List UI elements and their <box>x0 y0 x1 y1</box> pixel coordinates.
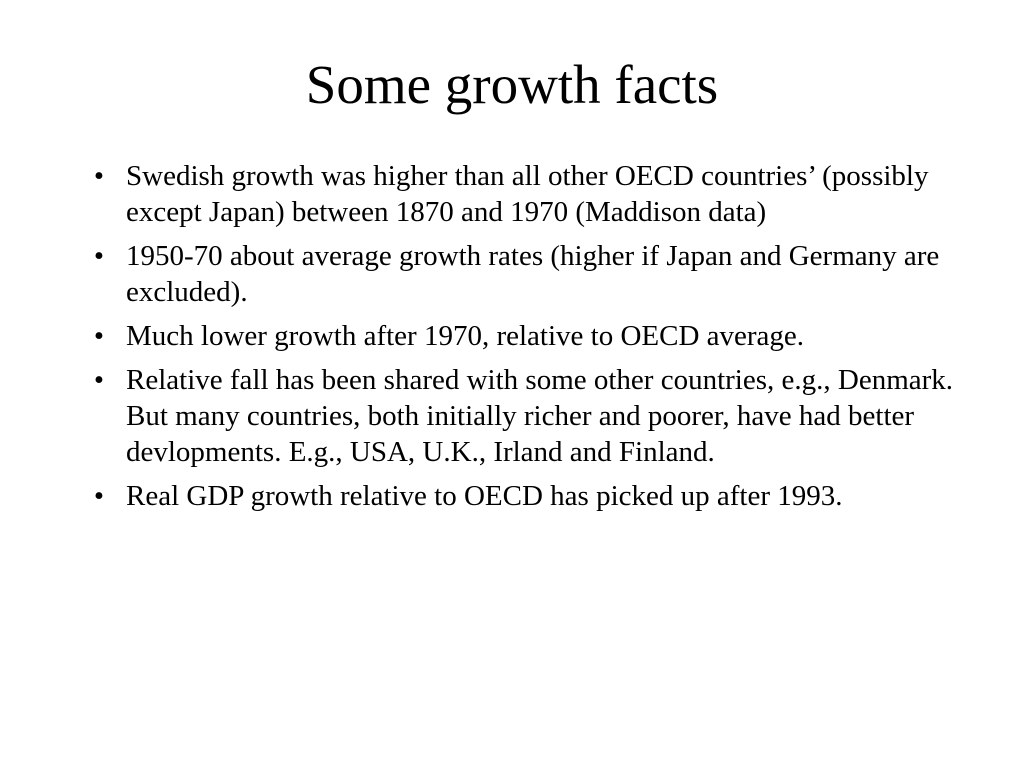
bullet-list: • Swedish growth was higher than all oth… <box>84 158 954 522</box>
bullet-item: • Real GDP growth relative to OECD has p… <box>84 478 954 514</box>
bullet-item: • Relative fall has been shared with som… <box>84 362 954 470</box>
bullet-text: Much lower growth after 1970, relative t… <box>126 320 805 352</box>
bullet-item: • Swedish growth was higher than all oth… <box>84 158 954 230</box>
bullet-text: Swedish growth was higher than all other… <box>126 160 929 228</box>
bullet-icon: • <box>93 320 105 352</box>
bullet-icon: • <box>93 364 105 396</box>
bullet-text: Real GDP growth relative to OECD has pic… <box>126 480 843 512</box>
bullet-item: • Much lower growth after 1970, relative… <box>84 318 954 354</box>
slide-title: Some growth facts <box>305 54 719 115</box>
bullet-icon: • <box>93 240 105 272</box>
bullet-text: Relative fall has been shared with some … <box>126 364 954 468</box>
bullet-icon: • <box>93 480 105 512</box>
bullet-icon: • <box>93 160 105 192</box>
bullet-text: 1950-70 about average growth rates (high… <box>126 240 940 308</box>
bullet-item: • 1950-70 about average growth rates (hi… <box>84 238 954 310</box>
